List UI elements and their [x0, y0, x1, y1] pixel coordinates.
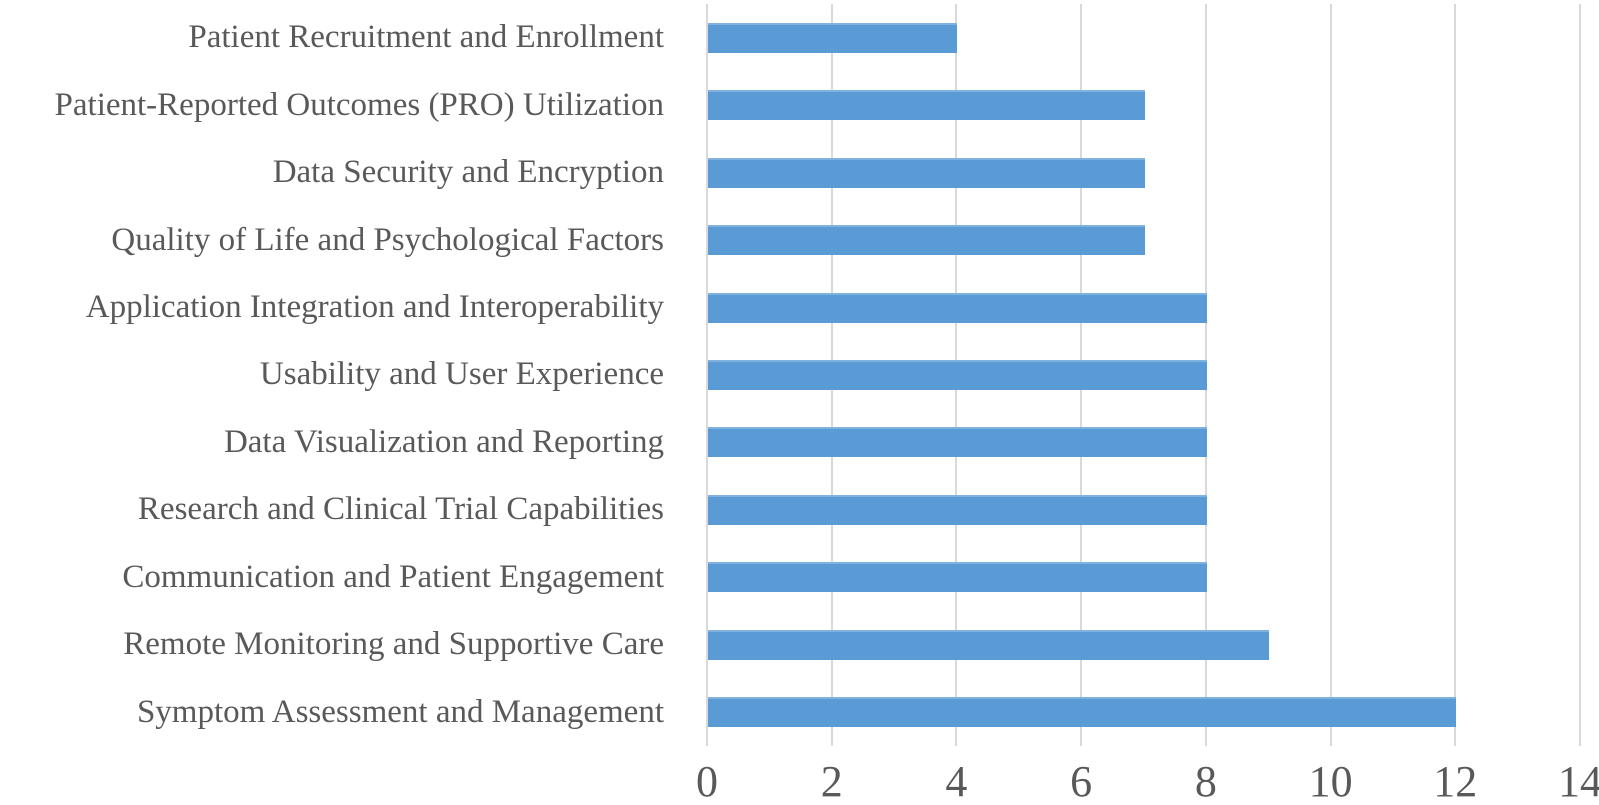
x-tick-label: 8 — [1194, 757, 1217, 805]
bar — [708, 225, 1145, 256]
bar — [708, 562, 1207, 593]
category-label: Patient-Reported Outcomes (PRO) Utilizat… — [54, 86, 664, 123]
x-tick-label: 14 — [1558, 757, 1599, 805]
category-label: Communication and Patient Engagement — [122, 558, 664, 595]
category-axis-labels: Patient Recruitment and Enrollment Patien… — [0, 4, 664, 746]
x-tick-label: 4 — [945, 757, 968, 805]
bar — [708, 90, 1145, 121]
plot-area — [706, 4, 1581, 746]
x-tick-label: 10 — [1308, 757, 1353, 805]
bar — [708, 629, 1270, 660]
bar — [708, 427, 1207, 458]
gridline-x-14 — [1579, 4, 1581, 746]
category-label: Remote Monitoring and Supportive Care — [123, 626, 664, 663]
category-label: Quality of Life and Psychological Factor… — [111, 221, 664, 258]
category-label: Patient Recruitment and Enrollment — [188, 19, 664, 56]
x-axis: 0 2 4 6 8 10 12 14 — [696, 746, 1599, 805]
gridline-x-0 — [706, 4, 708, 746]
bar — [708, 292, 1207, 323]
bar — [708, 494, 1207, 525]
bar — [708, 360, 1207, 390]
x-tick-label: 2 — [820, 757, 843, 805]
category-label: Data Visualization and Reporting — [223, 423, 664, 460]
x-tick-label: 6 — [1070, 757, 1093, 805]
category-label: Symptom Assessment and Management — [136, 693, 664, 730]
bar — [708, 22, 958, 53]
gridline-x-10 — [1329, 4, 1332, 746]
category-label: Research and Clinical Trial Capabilities — [137, 491, 664, 528]
bar — [708, 157, 1145, 188]
bar — [708, 697, 1457, 728]
x-tick-label: 12 — [1433, 757, 1478, 805]
x-tick-label: 0 — [696, 757, 718, 805]
category-label: Usability and User Experience — [259, 356, 664, 393]
category-label: Application Integration and Interoperabi… — [85, 289, 664, 326]
category-label: Data Security and Encryption — [272, 154, 664, 191]
gridline-x-12 — [1454, 4, 1457, 746]
